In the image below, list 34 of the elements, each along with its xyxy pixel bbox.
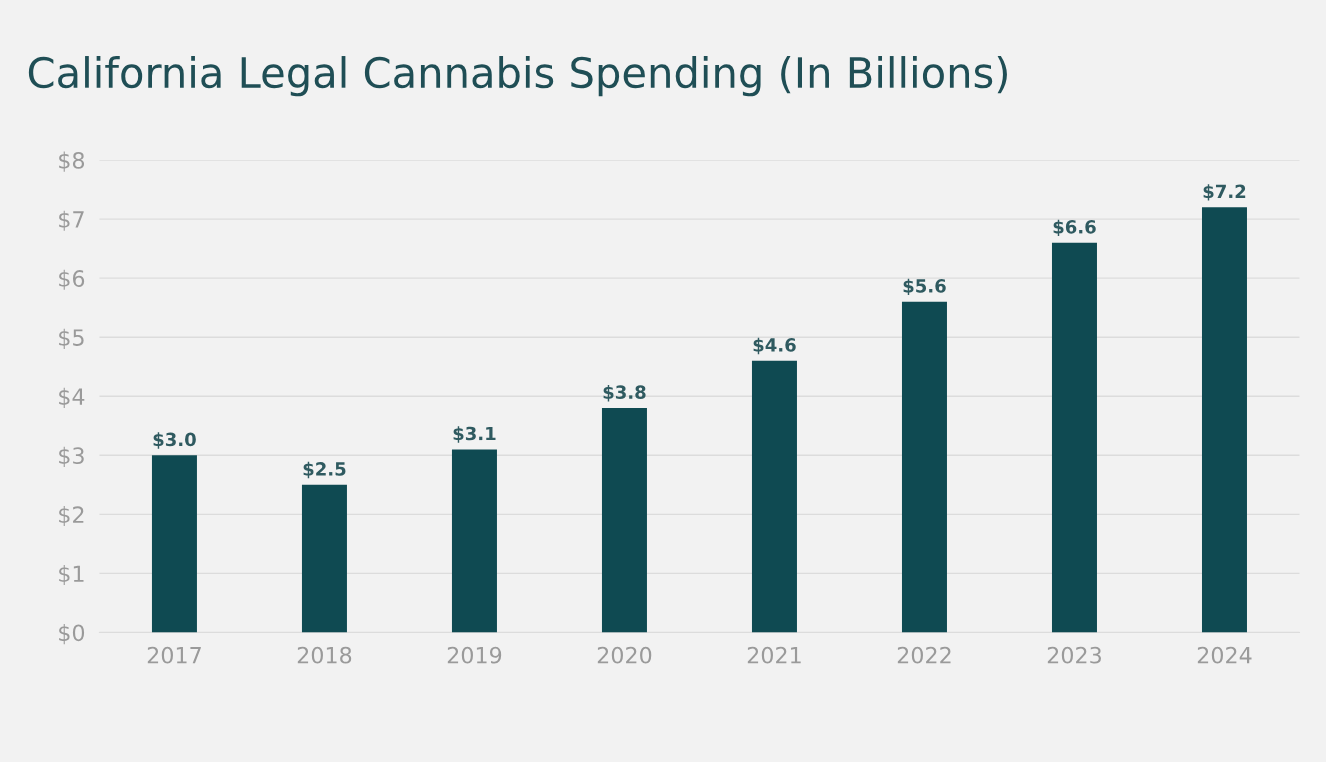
data-label: $2.5 bbox=[303, 461, 346, 479]
y-tick-label: $4 bbox=[59, 387, 85, 408]
bar bbox=[901, 301, 947, 633]
y-tick-label: $7 bbox=[59, 210, 84, 231]
bar bbox=[301, 484, 347, 633]
bar bbox=[751, 360, 797, 633]
y-tick-label: $3 bbox=[59, 446, 84, 468]
x-tick-label: 2023 bbox=[1047, 646, 1101, 664]
bar bbox=[151, 455, 197, 633]
data-label: $3.8 bbox=[603, 385, 646, 402]
y-tick-label: $5 bbox=[59, 328, 84, 349]
x-tick-label: 2022 bbox=[897, 646, 951, 664]
data-label: $7.2 bbox=[1203, 184, 1246, 201]
data-label: $3.1 bbox=[453, 426, 496, 443]
bar bbox=[1051, 242, 1097, 633]
x-tick-label: 2019 bbox=[447, 646, 502, 664]
data-label: $3.0 bbox=[153, 432, 196, 449]
bar bbox=[451, 449, 497, 633]
y-tick-label: $2 bbox=[59, 505, 84, 527]
x-tick-label: 2018 bbox=[297, 646, 352, 664]
x-tick-label: 2020 bbox=[597, 646, 652, 664]
y-tick-label: $6 bbox=[59, 269, 85, 290]
y-tick-label: $0 bbox=[59, 624, 85, 645]
data-label: $4.6 bbox=[753, 337, 796, 355]
data-label: $6.6 bbox=[1053, 219, 1096, 237]
x-tick-label: 2024 bbox=[1197, 646, 1252, 664]
y-tick-label: $1 bbox=[59, 564, 84, 586]
data-label: $5.6 bbox=[903, 278, 946, 296]
chart-title: California Legal Cannabis Spending (In Billions) bbox=[28, 56, 1007, 97]
y-tick-label: $8 bbox=[59, 151, 85, 172]
x-tick-label: 2021 bbox=[747, 646, 801, 664]
x-tick-label: 2017 bbox=[147, 646, 201, 664]
bar bbox=[1201, 207, 1247, 633]
bar bbox=[601, 408, 647, 633]
